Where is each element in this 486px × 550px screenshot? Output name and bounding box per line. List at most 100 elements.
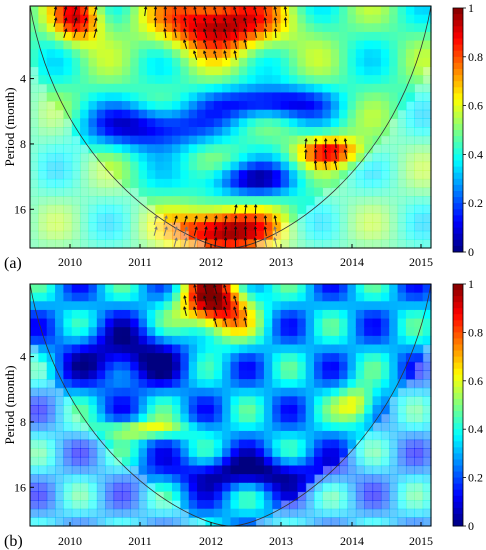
heatmap-cell xyxy=(96,439,106,449)
heatmap-cell xyxy=(188,196,198,206)
heatmap-cell xyxy=(314,144,323,154)
heatmap-cell xyxy=(146,517,156,527)
heatmap-cell xyxy=(38,40,48,50)
heatmap-cell xyxy=(263,335,273,346)
heatmap-cell xyxy=(347,66,357,76)
heatmap-cell xyxy=(222,508,232,518)
heatmap-cell xyxy=(222,318,232,328)
heatmap-cell xyxy=(305,353,315,363)
heatmap-cell xyxy=(247,482,257,493)
phase-arrow-head xyxy=(233,6,237,10)
heatmap-cell xyxy=(46,204,56,215)
heatmap-cell xyxy=(422,396,432,406)
phase-arrow-head xyxy=(273,17,278,21)
heatmap-cell xyxy=(146,301,156,311)
heatmap-cell xyxy=(414,6,424,16)
heatmap-cell xyxy=(380,170,390,180)
heatmap-cell xyxy=(80,422,90,432)
heatmap-cell xyxy=(305,422,315,432)
heatmap-cell xyxy=(105,40,115,50)
heatmap-cell xyxy=(38,178,48,189)
heatmap-cell xyxy=(263,14,273,24)
phase-arrow xyxy=(144,6,147,17)
phase-arrow-head xyxy=(174,215,178,219)
colorbar-swatch xyxy=(453,429,463,436)
heatmap-cell xyxy=(130,301,140,311)
heatmap-cell xyxy=(347,83,357,94)
heatmap-cell xyxy=(280,170,290,180)
heatmap-cell xyxy=(222,57,232,68)
heatmap-cell xyxy=(372,196,382,206)
heatmap-cell xyxy=(330,396,340,406)
phase-arrow-head xyxy=(193,306,197,310)
heatmap-cell xyxy=(297,361,307,372)
heatmap-cell xyxy=(305,31,315,42)
heatmap-cell xyxy=(172,396,181,406)
heatmap-cell xyxy=(55,327,65,337)
heatmap-cell xyxy=(355,31,365,42)
heatmap-cell xyxy=(46,170,56,180)
phase-arrow-head xyxy=(243,215,248,219)
phase-arrow-head xyxy=(223,6,227,10)
heatmap-cell xyxy=(88,239,98,249)
heatmap-cell xyxy=(255,239,265,249)
heatmap-cell xyxy=(372,57,382,68)
heatmap-cell xyxy=(88,422,98,432)
heatmap-cell xyxy=(397,465,407,475)
phase-arrow xyxy=(63,6,67,17)
heatmap-cell xyxy=(405,344,415,354)
heatmap-cell xyxy=(80,491,90,501)
heatmap-cell xyxy=(355,361,365,372)
heatmap-cell xyxy=(355,161,365,171)
heatmap-cell xyxy=(163,40,173,50)
heatmap-cell xyxy=(380,92,390,102)
heatmap-cell xyxy=(247,49,257,59)
heatmap-cell xyxy=(414,23,424,33)
phase-arrow-head xyxy=(64,28,68,32)
x-tick-label: 2014 xyxy=(340,534,364,548)
heatmap-cell xyxy=(222,83,232,94)
heatmap-cell xyxy=(180,127,190,137)
heatmap-cell xyxy=(222,109,232,119)
heatmap-cell xyxy=(105,500,115,510)
phase-arrow-head xyxy=(234,204,238,208)
heatmap-cell xyxy=(105,361,115,372)
heatmap-cell xyxy=(272,196,282,206)
heatmap-cell xyxy=(322,379,332,389)
colorbar-swatch xyxy=(453,284,463,291)
heatmap-cell xyxy=(55,387,65,397)
heatmap-cell xyxy=(213,40,223,50)
heatmap-cell xyxy=(88,118,98,128)
heatmap-cell xyxy=(397,178,407,189)
heatmap-cell xyxy=(105,83,115,94)
heatmap-cell xyxy=(330,239,340,249)
heatmap-cell xyxy=(397,239,407,249)
heatmap-cell xyxy=(297,31,307,42)
heatmap-cell xyxy=(113,508,123,518)
phase-arrow xyxy=(223,307,228,316)
heatmap-cell xyxy=(339,66,349,76)
heatmap-cell xyxy=(397,430,407,441)
heatmap-cell xyxy=(347,6,357,16)
heatmap-cell xyxy=(347,75,357,85)
heatmap-cell xyxy=(213,178,223,189)
heatmap-cell xyxy=(297,465,307,475)
phase-arrow-head xyxy=(153,17,158,21)
phase-arrow xyxy=(183,238,187,247)
heatmap-cell xyxy=(272,14,282,24)
heatmap-cell xyxy=(288,292,298,302)
heatmap-cell xyxy=(263,456,273,467)
colorbar: 00.20.40.60.81 xyxy=(452,1,483,259)
heatmap-cell xyxy=(314,31,323,42)
phase-arrow-head xyxy=(193,6,197,10)
heatmap-cell xyxy=(138,31,148,42)
heatmap-cell xyxy=(414,474,424,484)
heatmap-cell xyxy=(380,335,390,346)
heatmap-cell xyxy=(180,309,190,320)
heatmap-cell xyxy=(96,101,106,111)
heatmap-cell xyxy=(180,31,190,42)
heatmap-cell xyxy=(146,474,156,484)
heatmap-cell xyxy=(272,75,282,85)
phase-arrow xyxy=(203,296,208,305)
